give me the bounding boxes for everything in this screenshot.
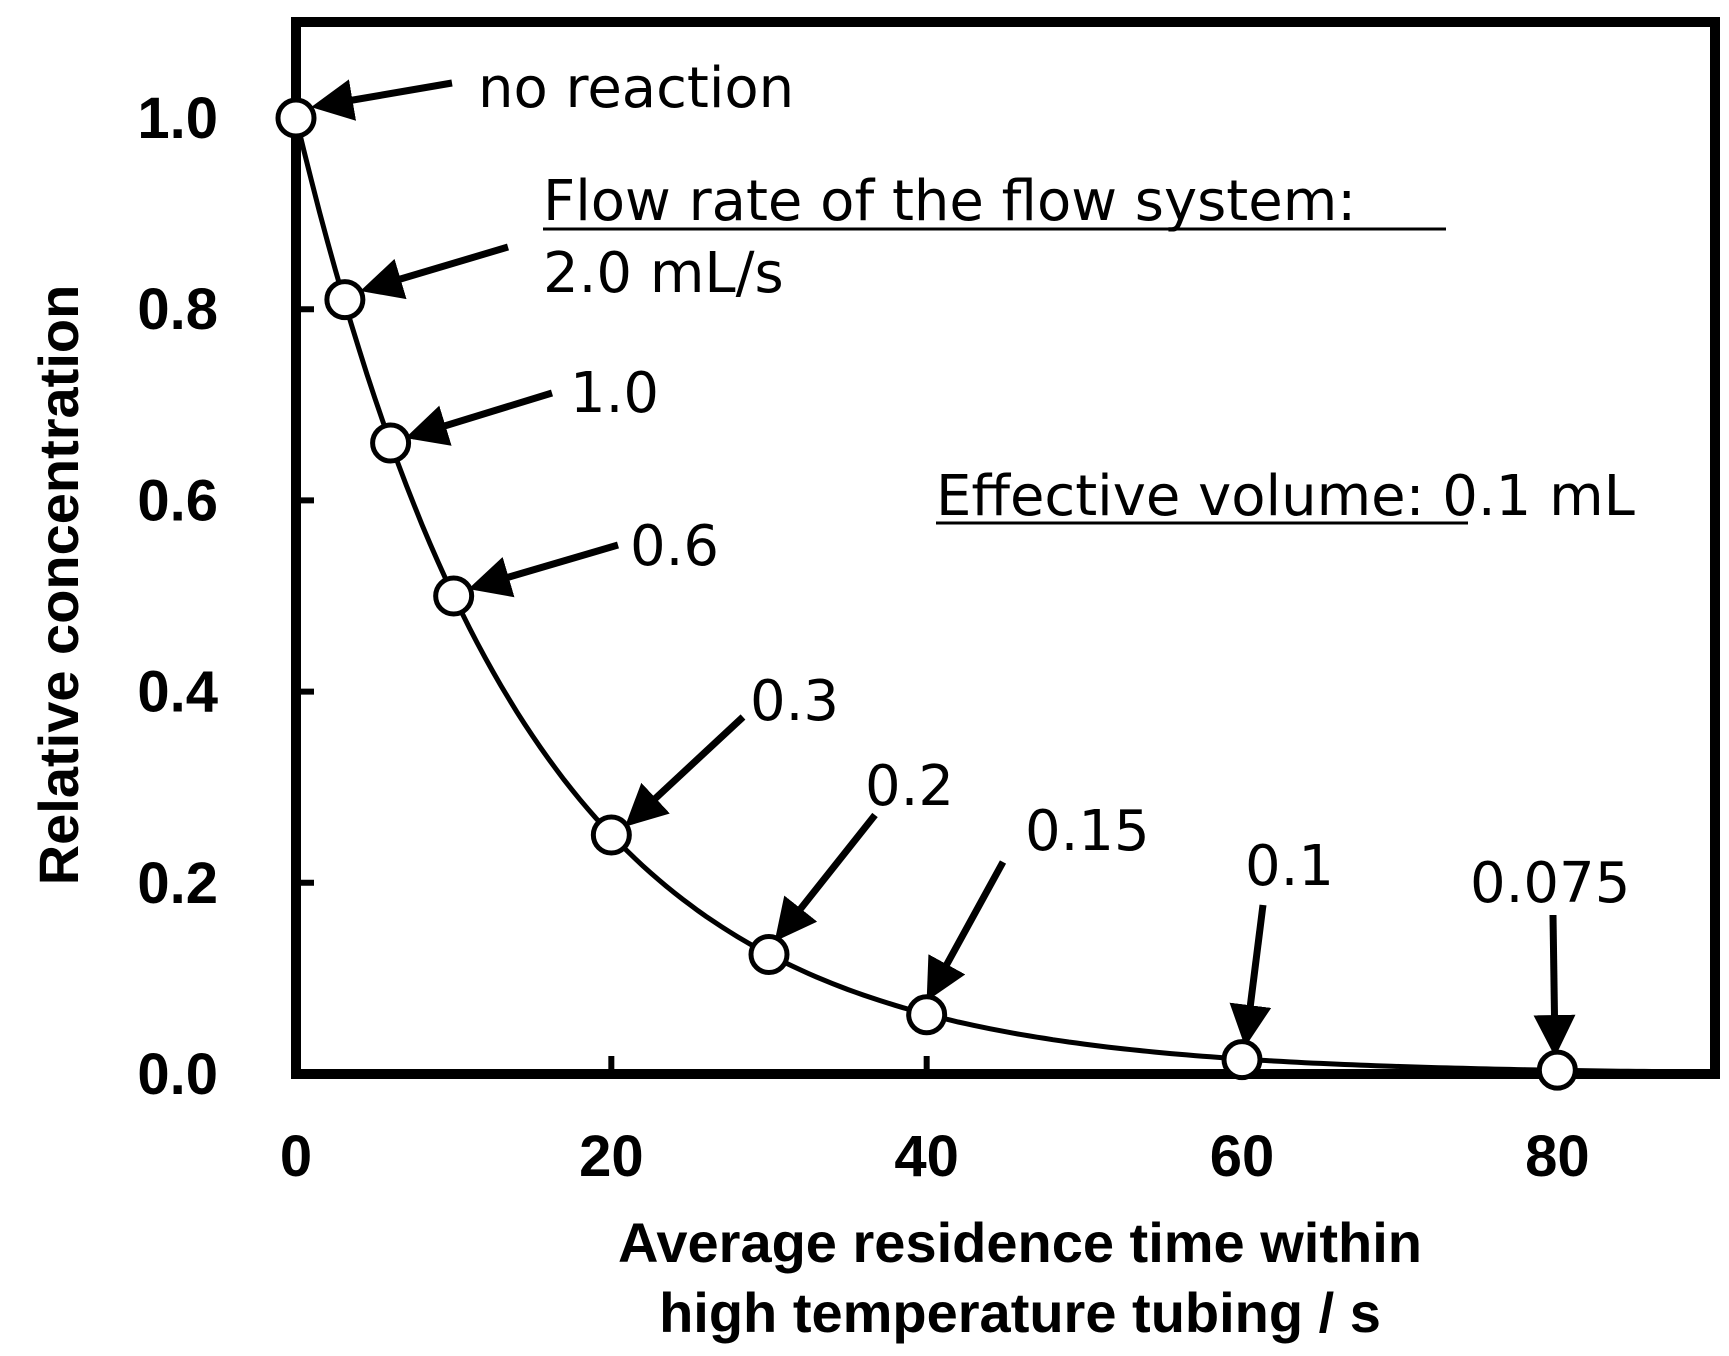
annotation-arrow xyxy=(360,243,509,300)
svg-text:Flow rate of the flow system:: Flow rate of the flow system: xyxy=(543,169,1356,234)
y-axis-label: Relative concentration xyxy=(27,285,90,886)
data-point xyxy=(1536,1049,1578,1091)
annotation-arrow xyxy=(405,389,554,446)
fit-curve xyxy=(293,117,1715,1075)
annotation-arrow xyxy=(926,860,1007,1002)
point-label: 0.1 xyxy=(1245,834,1334,899)
x-tick-label: 0 xyxy=(280,1124,312,1189)
effective-volume-annotation: Effective volume: 0.1 mL xyxy=(936,464,1635,529)
point-labels: no reaction 2.0 mL/s 1.0 0.6 0.3 0.2 0.15 0.1 0.… xyxy=(478,56,1630,916)
annotation-arrow xyxy=(1229,904,1272,1047)
x-tick-label: 80 xyxy=(1525,1124,1590,1189)
data-point xyxy=(748,934,790,975)
point-label: no reaction xyxy=(478,56,794,121)
point-label: 0.15 xyxy=(1025,799,1150,864)
x-axis-label-line-1: Average residence time within xyxy=(618,1211,1422,1274)
effective-volume-value: : 0.1 mL xyxy=(1406,464,1635,529)
y-tick-label: 1.0 xyxy=(137,86,218,151)
data-point xyxy=(433,575,475,617)
x-tick-label: 40 xyxy=(894,1124,959,1189)
point-label: 2.0 mL/s xyxy=(543,241,784,306)
plot-frame xyxy=(291,17,1720,1079)
y-tick-label: 0.6 xyxy=(137,468,218,533)
point-label: 0.2 xyxy=(865,754,954,819)
data-point xyxy=(590,814,632,856)
point-label: 0.075 xyxy=(1470,851,1630,916)
ticks xyxy=(293,115,1561,1077)
data-point xyxy=(324,279,366,321)
flow-rate-colon: : xyxy=(1337,169,1356,234)
data-point xyxy=(1221,1039,1263,1081)
annotation-arrow xyxy=(311,79,453,121)
flow-rate-title: Flow rate of the flow system xyxy=(543,169,1337,234)
annotation-arrow xyxy=(468,541,619,598)
annotation-arrow xyxy=(1533,914,1576,1057)
annotation-arrow xyxy=(624,714,746,827)
point-label: 0.6 xyxy=(630,514,719,579)
arrows xyxy=(311,79,1576,1057)
y-tick-label: 0.0 xyxy=(137,1042,218,1107)
flow-rate-annotation: Flow rate of the flow system: xyxy=(543,169,1446,234)
x-axis-label-line-2: high temperature tubing / s xyxy=(659,1281,1381,1344)
y-tick-label: 0.8 xyxy=(137,277,218,342)
svg-text:Effective volume: 0.1 mL: Effective volume: 0.1 mL xyxy=(936,464,1635,529)
y-tick-label: 0.4 xyxy=(137,660,218,725)
x-tick-label: 60 xyxy=(1210,1124,1275,1189)
tick-labels: 0.0 0.2 0.4 0.6 0.8 1.0 0 20 40 60 80 xyxy=(137,86,1589,1189)
x-tick-label: 20 xyxy=(579,1124,644,1189)
data-points xyxy=(275,97,1578,1091)
point-label: 0.3 xyxy=(750,669,839,734)
data-point xyxy=(275,97,317,139)
point-label: 1.0 xyxy=(570,361,659,426)
y-tick-label: 0.2 xyxy=(137,851,218,916)
effective-volume-title: Effective volume xyxy=(936,464,1406,529)
annotation-arrow xyxy=(774,812,878,942)
data-point xyxy=(906,994,948,1036)
data-point xyxy=(370,422,412,464)
